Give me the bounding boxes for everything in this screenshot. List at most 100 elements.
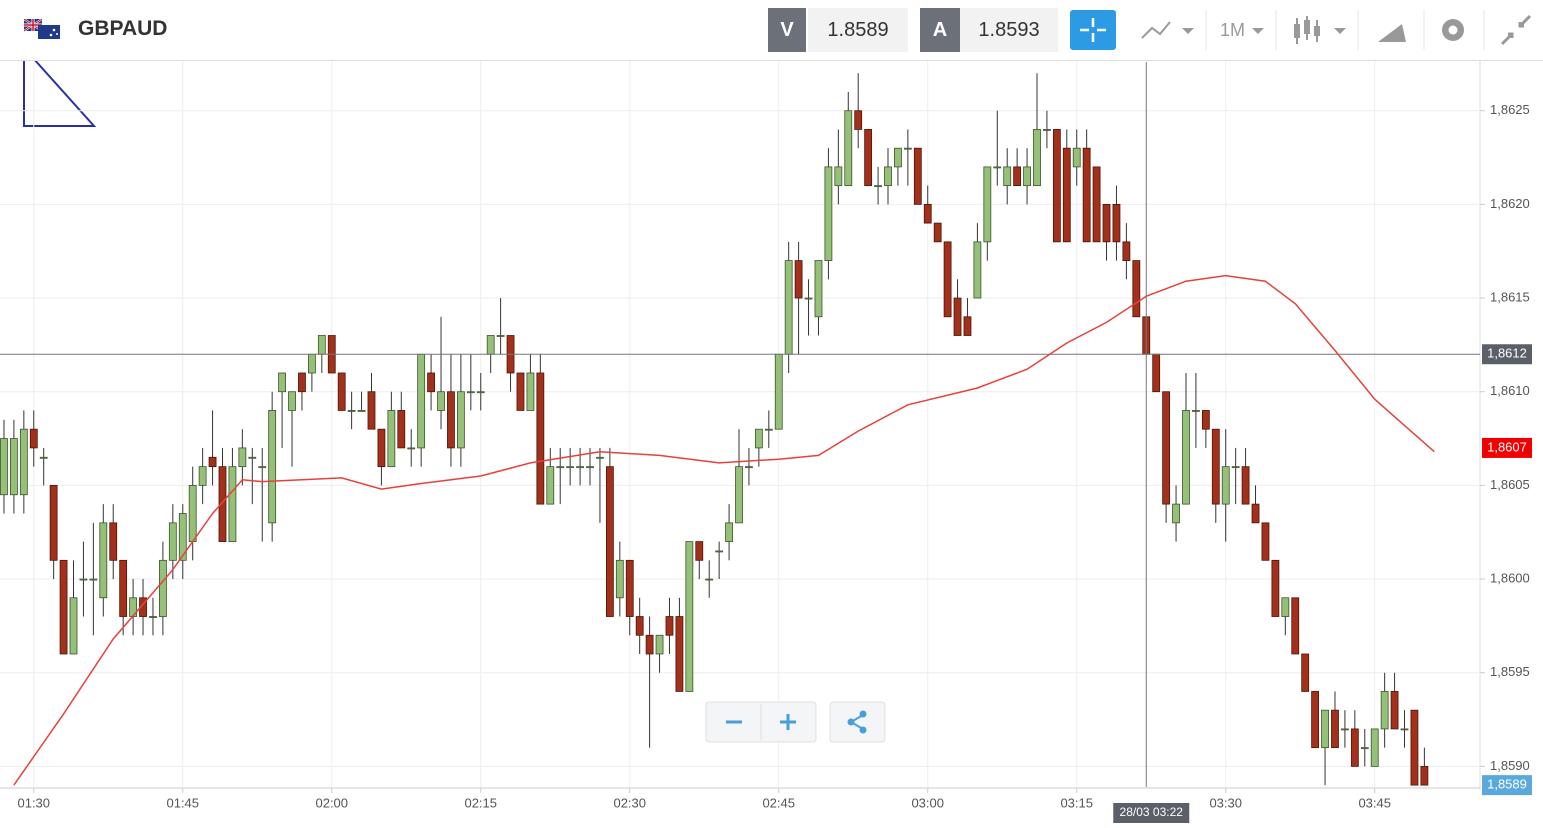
candle-body (307, 353, 316, 374)
zoom-controls (705, 701, 886, 743)
candle-body (49, 484, 58, 561)
zoom-in-icon[interactable] (780, 714, 796, 730)
candle-body (337, 372, 346, 411)
candle-body (1062, 147, 1071, 243)
candle-body (665, 616, 674, 636)
candle-body (476, 391, 485, 394)
y-tick-label: 1,8625 (1490, 102, 1530, 117)
price-tag-label: 1,8589 (1487, 777, 1527, 792)
candle-body (596, 456, 604, 459)
y-tick-label: 1,8620 (1490, 196, 1530, 211)
candle-body (198, 466, 207, 486)
candle-body (10, 438, 18, 496)
candle-body (29, 428, 38, 449)
x-tick-label: 02:15 (464, 795, 497, 810)
candle-body (735, 466, 743, 524)
candle-body (1043, 129, 1051, 131)
share-button[interactable] (829, 701, 886, 743)
candle-body (367, 391, 376, 430)
candle-body (188, 484, 197, 542)
candle-body (526, 372, 535, 411)
x-tick-label: 03:45 (1358, 795, 1391, 810)
y-tick-label: 1,8615 (1490, 289, 1530, 304)
candle-body (814, 260, 823, 318)
candle-body (804, 297, 813, 300)
candle-body (854, 110, 863, 130)
candle-body (139, 597, 147, 617)
candle-body (268, 410, 277, 524)
candle-body (1241, 466, 1250, 505)
candle-body (437, 391, 445, 411)
candle-body (1082, 147, 1091, 243)
candle-body (407, 447, 416, 450)
candle-body (774, 353, 783, 430)
candle-body (99, 522, 108, 599)
candle-body (953, 297, 962, 336)
candle-body (1271, 559, 1280, 617)
candle-body (377, 428, 386, 468)
x-tick-label: 03:00 (911, 795, 944, 810)
candle-body (884, 166, 892, 187)
candle-body (1162, 391, 1171, 505)
timeframe[interactable]: 1M (1220, 20, 1246, 40)
candle-body (39, 456, 48, 459)
candle-body (248, 456, 257, 459)
candle-body (447, 391, 455, 449)
crosshair-x-tag (1113, 803, 1190, 823)
candle-body (1172, 503, 1180, 524)
candle-body (1380, 691, 1389, 730)
ask-label: A (920, 8, 960, 52)
ask-price[interactable]: 1.8593 (960, 8, 1058, 52)
indicator-button[interactable] (1141, 21, 1171, 39)
candle-body (89, 578, 98, 581)
candle-body (546, 466, 555, 505)
candle-body (754, 428, 763, 449)
crosshair-x-label: 28/03 03:22 (1120, 805, 1184, 819)
candle-body (238, 447, 247, 468)
collapse-button[interactable] (1500, 14, 1532, 46)
bid-price[interactable]: 1.8589 (808, 8, 908, 52)
candle-body (586, 466, 594, 469)
y-tick-label: 1,8605 (1490, 477, 1530, 492)
candle-body (1311, 691, 1320, 749)
candle-body (685, 541, 694, 692)
candle-body (973, 241, 982, 299)
logo-triangle (23, 45, 97, 127)
candle-body (725, 522, 733, 542)
x-tick-label: 02:30 (613, 795, 646, 810)
x-tick-label: 03:30 (1209, 795, 1242, 810)
candle-body (576, 466, 584, 469)
price-tag-label: 1,8607 (1487, 439, 1527, 454)
candle-body (1132, 260, 1141, 318)
candle-body (1360, 747, 1369, 750)
candle-body (516, 372, 525, 411)
chart-type-button[interactable] (1294, 16, 1320, 44)
candle-body (1033, 129, 1041, 187)
candle-body (1410, 709, 1419, 786)
candle-body (844, 110, 853, 187)
candle-body (615, 559, 624, 599)
candle-body (536, 372, 545, 505)
candle-body (149, 616, 157, 618)
candle-body (1231, 466, 1240, 469)
candle-body (1261, 522, 1270, 561)
candle-body (427, 372, 435, 393)
candle-body (218, 466, 227, 542)
candle-body (317, 335, 326, 355)
drawing-button[interactable] (1378, 24, 1406, 42)
crosshair-button[interactable] (1070, 10, 1116, 50)
candle-body (347, 410, 356, 412)
candle-body (933, 222, 942, 243)
candle-body (1321, 709, 1329, 749)
candle-body (109, 522, 118, 561)
candle-body (79, 578, 88, 581)
candle-body (1023, 166, 1031, 187)
candle-body (894, 147, 902, 168)
candle-body (486, 335, 495, 355)
candle-body (566, 466, 575, 469)
candle-body (1291, 597, 1300, 655)
candle-body (784, 260, 793, 355)
candle-body (1052, 129, 1061, 243)
candle-body (913, 147, 922, 205)
